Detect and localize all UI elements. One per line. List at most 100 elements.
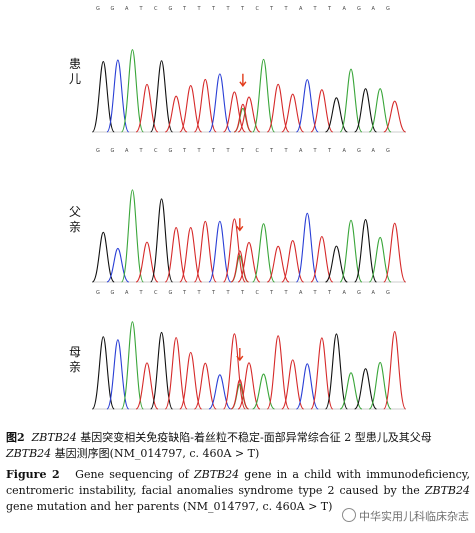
chromatogram-patient [91, 49, 406, 133]
base-letter: C [255, 6, 260, 12]
base-letter: A [125, 6, 129, 12]
chromatogram-peak [164, 337, 188, 410]
base-letter: A [342, 148, 346, 154]
base-letter: T [212, 148, 216, 154]
chromatogram-peak [266, 83, 290, 133]
base-letter: T [328, 148, 332, 154]
base-letter: A [342, 290, 346, 296]
chromatogram-peak [150, 198, 174, 283]
base-letter: T [270, 148, 274, 154]
base-letter: G [96, 148, 100, 154]
base-letter: T [139, 290, 143, 296]
sequencing-figure: G G A T C G T T T T T C T T A T T A G A G 患儿 G G A T C G T T T T T C T T A… [68, 4, 407, 410]
chromatogram-peak [106, 339, 130, 410]
chromatogram-peak [222, 218, 246, 283]
chromatogram-peak [91, 231, 115, 283]
base-letter: G [168, 290, 173, 296]
base-letter: G [110, 6, 115, 12]
base-letter: T [270, 290, 274, 296]
base-letter: C [154, 6, 158, 12]
base-letter: C [255, 290, 260, 296]
wechat-icon [342, 508, 356, 522]
chromatogram-peak [120, 49, 144, 133]
base-letter: G [96, 6, 100, 12]
base-letter: A [125, 148, 129, 154]
mutation-peak [233, 103, 252, 133]
chromatogram-peak [252, 223, 276, 283]
base-letter: T [212, 290, 216, 296]
base-letter: T [313, 148, 317, 154]
base-letter: G [110, 148, 115, 154]
base-letter: C [154, 148, 158, 154]
caption-en-text-3: gene mutation and her parents (NM_014797… [6, 500, 333, 513]
base-letter: G [168, 148, 173, 154]
base-letter: T [241, 290, 245, 296]
chromatogram-peak [310, 235, 334, 283]
chromatogram-peak [368, 236, 392, 283]
chromatogram-peak [179, 227, 203, 283]
base-letter: C [255, 148, 260, 154]
base-letter: G [357, 6, 361, 12]
base-letter: T [226, 148, 230, 154]
base-letter: A [299, 6, 303, 12]
chromatogram-peak [193, 78, 217, 133]
chromatogram-peak [383, 100, 406, 133]
base-letter: T [284, 148, 288, 154]
chromatogram-peak [281, 93, 305, 133]
chromatogram-peak [237, 362, 261, 410]
base-letter: T [183, 148, 187, 154]
chromatogram-peak [339, 219, 363, 283]
base-letter: A [299, 290, 303, 296]
gene-name-2: ZBTB24 [6, 447, 52, 460]
mutation-arrow-icon [239, 73, 247, 87]
caption-cn-text: 基因突变相关免疫缺陷-着丝粒不稳定-面部异常综合征 2 型患儿及其父母 [76, 431, 432, 444]
mutation-arrow-icon [236, 348, 244, 362]
base-letter: T [284, 6, 288, 12]
chromatogram-peak [222, 333, 246, 410]
chromatogram-peak [106, 59, 130, 133]
chromatogram-peak [135, 362, 159, 410]
watermark-text: 中华实用儿科临床杂志 [359, 510, 469, 523]
chromatogram-peak [91, 336, 115, 410]
chromatogram-peak [91, 60, 115, 133]
caption-english: Figure 2 Gene sequencing of ZBTB24 gene … [6, 467, 470, 515]
chromatogram-peak [120, 321, 144, 410]
base-letter: A [371, 148, 375, 154]
base-letter: T [328, 290, 332, 296]
base-letter: G [386, 148, 390, 154]
base-letter: T [139, 148, 143, 154]
figure-label-en: Figure 2 [6, 468, 60, 481]
panel-label-father: 父亲 [68, 205, 81, 234]
chromatogram-peak [266, 335, 290, 410]
chromatogram-father [91, 189, 407, 283]
base-letter: T [183, 6, 187, 12]
chromatogram-peak [179, 351, 203, 410]
base-letter: T [197, 290, 201, 296]
base-letter: A [342, 6, 346, 12]
base-letter: G [110, 290, 115, 296]
base-letter: A [371, 290, 375, 296]
caption-cn-text-2: 基因测序图(NM_014797, c. 460A > T) [51, 447, 260, 460]
chromatogram-peak [208, 73, 232, 133]
chromatogram-peak [354, 368, 378, 410]
chromatogram-peak [339, 68, 363, 133]
chromatogram-peak [179, 84, 203, 133]
chromatogram-peak [368, 361, 392, 410]
figure-label-cn: 图2 [6, 431, 25, 444]
base-letter: T [197, 6, 201, 12]
caption-en-text-1: Gene sequencing of [75, 468, 194, 481]
chromatogram-peak [324, 333, 348, 410]
mutation-peak [230, 379, 249, 410]
base-letter: A [125, 290, 129, 296]
base-letter: T [270, 6, 274, 12]
chromatogram-peak [150, 60, 174, 133]
chromatogram-peak [164, 226, 188, 283]
chromatogram-peak [295, 79, 319, 133]
panel-label-patient: 患儿 [68, 57, 81, 86]
base-letter: C [154, 290, 158, 296]
base-letter: G [168, 6, 173, 12]
base-letter: T [226, 290, 230, 296]
chromatogram-peak [193, 220, 217, 283]
